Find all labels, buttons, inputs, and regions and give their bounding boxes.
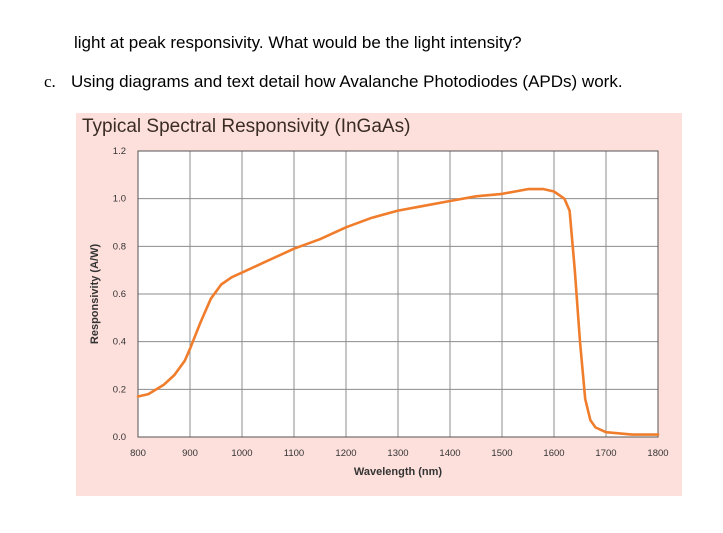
x-tick-label: 1400: [439, 448, 460, 459]
question-item-c: Using diagrams and text detail how Avala…: [71, 72, 623, 91]
y-axis-label: Responsivity (A/W): [89, 244, 101, 345]
question-text-line: light at peak responsivity. What would b…: [74, 33, 522, 52]
x-tick-label: 1300: [387, 448, 408, 459]
x-tick-label: 1600: [543, 448, 564, 459]
responsivity-chart: 800 900 1000 1100 1200 1300 1400 1500 1600 1700 18…: [89, 146, 669, 478]
chart-figure: Typical Spectral Responsivity (InGaAs) 8…: [76, 113, 682, 496]
responsivity-curve: [136, 187, 660, 436]
x-tick-label: 1000: [231, 448, 252, 459]
plot-frame: [137, 150, 659, 438]
list-marker: c.: [44, 72, 56, 91]
x-tick-label: 1800: [647, 448, 668, 459]
x-tick-label: 1200: [335, 448, 356, 459]
x-tick-label: 900: [182, 448, 198, 459]
y-tick-label: 0.2: [113, 384, 126, 395]
y-tick-label: 1.2: [113, 146, 126, 157]
y-tick-label: 1.0: [113, 194, 126, 205]
x-tick-label: 1500: [491, 448, 512, 459]
x-tick-label: 1700: [595, 448, 616, 459]
x-axis-label: Wavelength (nm): [354, 466, 443, 478]
x-tick-label: 1100: [284, 448, 304, 459]
y-tick-label: 0.4: [113, 337, 126, 348]
chart-title: Typical Spectral Responsivity (InGaAs): [82, 116, 411, 137]
y-tick-label: 0.6: [113, 289, 126, 300]
x-tick-label: 800: [130, 448, 146, 459]
y-tick-label: 0.8: [113, 241, 126, 252]
y-tick-label: 0.0: [113, 432, 126, 443]
